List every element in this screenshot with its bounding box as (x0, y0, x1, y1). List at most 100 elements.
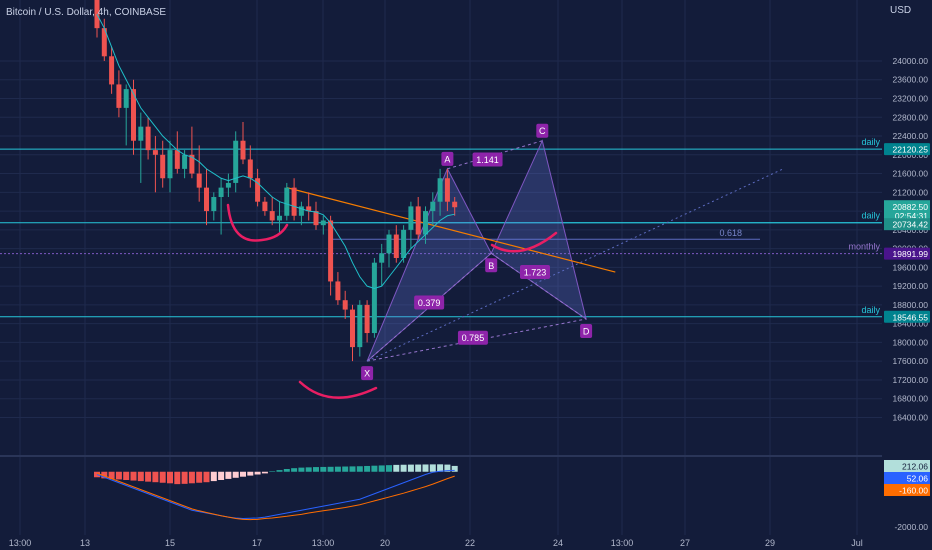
pattern-point-box (361, 366, 374, 381)
macd-histogram-bar (203, 471, 210, 483)
candle-body (204, 187, 209, 212)
price-tick-label: 21600.00 (893, 169, 929, 179)
price-tick-label: 19200.00 (893, 281, 929, 291)
macd-histogram-bar (145, 471, 152, 482)
candle-body (174, 150, 180, 169)
macd-histogram-bar (240, 471, 246, 477)
macd-histogram-bar (320, 466, 327, 472)
ma-price-text: 20734.42 (893, 220, 929, 230)
pattern-point-label: B (488, 261, 494, 271)
macd-histogram-bar (232, 471, 239, 478)
macd-histogram-bar (415, 464, 422, 472)
candle-body (342, 300, 348, 310)
macd-value-tag (884, 472, 930, 484)
macd-histogram-bar (283, 469, 290, 472)
macd-histogram-bar (393, 464, 400, 472)
candle-body (101, 28, 107, 57)
ma-line (96, 13, 455, 290)
pattern-bd-line (490, 252, 587, 320)
ratio-label: 0.379 (418, 298, 441, 308)
macd-tick-label: -2000.00 (894, 522, 928, 532)
candle-body (393, 234, 399, 258)
fib-label: 0.618 (719, 228, 742, 238)
macd-histogram-bar (210, 471, 217, 482)
macd-histogram-bar (218, 471, 225, 480)
pattern-point-box (485, 258, 498, 273)
candle-body (357, 304, 363, 348)
price-axis[interactable]: 16400.00 16800.00 17200.00 17600.00 18000.00… (882, 0, 932, 550)
macd-histogram-bar (327, 466, 334, 472)
candle-body (211, 197, 217, 212)
macd-histogram-bar (298, 467, 305, 472)
time-tick-label: 13 (80, 538, 90, 548)
chart-title: Bitcoin / U.S. Dollar, 4h, COINBASE (6, 7, 166, 18)
macd-histogram-bar (130, 471, 137, 481)
time-tick-label: 27 (680, 538, 690, 548)
macd-histogram-bar (115, 471, 122, 480)
price-tick-label: 18000.00 (893, 337, 929, 347)
candle-body (218, 187, 224, 198)
price-tick-label: 18400.00 (893, 319, 929, 329)
time-axis[interactable]: 13:00 13 15 17 13:00 20 22 24 13:00 27 29 Jul (9, 538, 863, 548)
candle-body (371, 262, 377, 334)
macd-histogram-bar (334, 466, 341, 472)
time-tick-label: 17 (252, 538, 262, 548)
annotation-curve (298, 380, 378, 399)
time-tick-label: Jul (851, 538, 863, 548)
macd-histogram-bar (188, 471, 195, 484)
dotted-projection-line (366, 168, 784, 362)
candle-body (386, 234, 392, 254)
price-axis-background (882, 0, 932, 550)
macd-histogram-bar (313, 467, 319, 472)
price-tick-label: 17200.00 (893, 375, 929, 385)
macd-histogram-bar (356, 466, 363, 472)
price-tick-label: 18800.00 (893, 300, 929, 310)
macd-histogram-bar (400, 464, 407, 472)
candle-body (423, 211, 428, 235)
pattern-point-box (536, 123, 549, 138)
macd-histogram-bar (152, 471, 159, 483)
candlestick-series (94, 0, 458, 362)
candle-body (262, 201, 268, 212)
price-tick-label: 22400.00 (893, 131, 929, 141)
macd-histogram-bar (429, 464, 436, 472)
candle-body (320, 220, 326, 226)
harmonic-pattern[interactable]: 1.141 0.379 1.723 0.785 X A B C D (286, 123, 784, 381)
macd-histogram-bar (137, 471, 144, 482)
macd-histogram-bar (305, 467, 312, 472)
ratio-label-box (457, 330, 488, 345)
current-price-text: 20882.50 (893, 202, 929, 212)
price-tick-label: 22800.00 (893, 112, 929, 122)
macd-histogram-bar (174, 471, 181, 485)
pattern-point-label: A (444, 154, 450, 164)
level-price-tag (884, 310, 930, 323)
macd-histogram-bar (181, 471, 188, 484)
candle-body (313, 211, 319, 226)
time-tick-label: 20 (380, 538, 390, 548)
macd-histogram-bar (276, 470, 283, 472)
candle-body (452, 201, 458, 208)
price-tick-label: 17600.00 (893, 356, 929, 366)
candle-body (247, 159, 253, 179)
level-price-text: 19891.99 (893, 249, 929, 259)
macd-histogram-bar (349, 466, 356, 472)
time-tick-label: 13:00 (312, 538, 335, 548)
macd-histogram-bar (254, 471, 261, 475)
grid-lines (0, 0, 932, 535)
time-tick-label: 24 (553, 538, 563, 548)
candle-body (196, 173, 202, 188)
ratio-label-box (414, 295, 445, 310)
macd-histogram-bar (422, 464, 429, 472)
macd-histogram-bar (225, 471, 232, 479)
candle-body (379, 253, 385, 263)
candle-body (364, 304, 370, 334)
price-tick-label: 24000.00 (893, 56, 929, 66)
candle-body (131, 89, 136, 141)
ma-price-tag (884, 218, 930, 231)
macd-value-tag (884, 484, 930, 496)
moving-average (96, 13, 455, 290)
macd-histogram-bar (101, 471, 108, 479)
candle-body (109, 56, 115, 85)
candle-body (225, 182, 231, 188)
